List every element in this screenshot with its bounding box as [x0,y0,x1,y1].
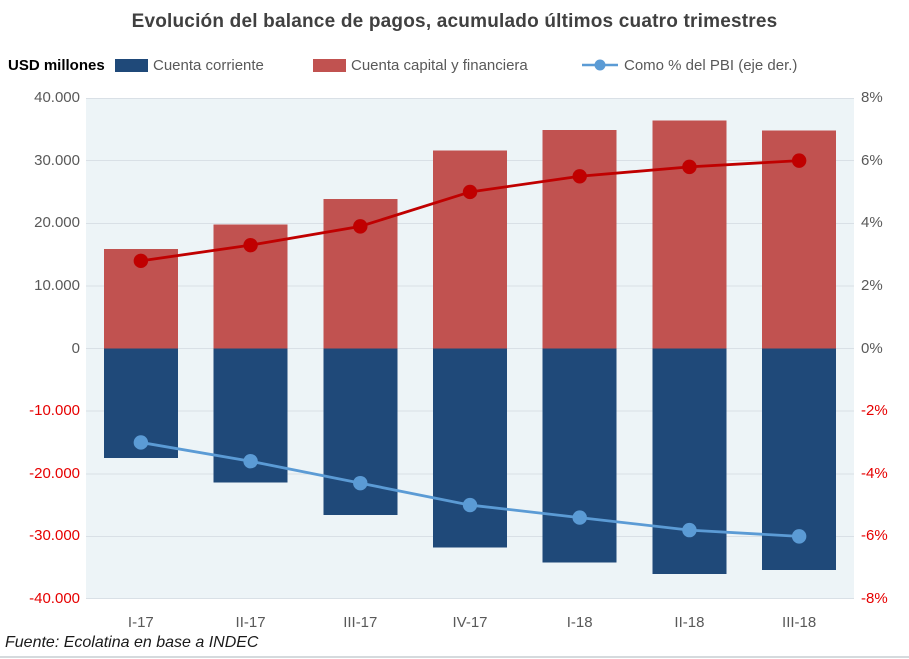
x-axis-category-label: I-17 [127,614,154,631]
chart-title: Evolución del balance de pagos, acumulad… [131,11,778,32]
cuenta-corriente-swatch-icon [115,58,148,72]
legend-label-cuenta-capital: Cuenta capital y financiera [351,56,528,74]
pbi-capital-marker-II-18 [682,159,697,175]
right-axis-tick-label: 8% [861,89,883,106]
x-axis-category-label: III-17 [343,614,378,631]
source-note: Fuente: Ecolatina en base a INDEC [5,634,259,651]
pbi-capital-marker-III-18 [791,153,807,168]
left-axis-tick-label: 40.000 [34,89,80,106]
right-axis-tick-label: -4% [861,464,888,482]
bar-cuenta-capital-IV-17 [433,150,507,349]
cuenta-capital-swatch-icon [313,58,346,72]
bar-cuenta-corriente-I-18 [542,348,617,563]
left-axis-tick-label: 20.000 [34,214,80,232]
legend-item-cuenta-corriente: Cuenta corriente [115,56,264,74]
pbi-capital-marker-I-18 [572,169,587,184]
right-axis-tick-label: 6% [861,151,883,169]
pbi-corriente-marker-III-17 [353,475,368,491]
pbi-corriente-marker-I-18 [572,510,587,525]
bar-cuenta-capital-I-18 [542,129,617,349]
right-axis-tick-label: 4% [861,214,883,232]
right-axis-tick-label: 0% [861,339,883,357]
plot-area [86,98,854,599]
pbi-capital-marker-II-17 [243,237,258,253]
bar-cuenta-capital-II-18 [652,120,727,349]
pbi-corriente-marker-IV-17 [462,497,478,513]
bottom-border [0,656,909,658]
legend-label-pbi: Como % del PBI (eje der.) [624,56,798,74]
pbi-capital-marker-IV-17 [462,184,478,200]
right-axis-tick-label: 2% [861,276,883,294]
x-axis-category-label: II-18 [674,614,705,631]
left-axis-tick-label: -30.000 [29,527,80,545]
bar-cuenta-corriente-II-18 [652,348,727,574]
legend-item-pbi-line: Como % del PBI (eje der.) [581,56,797,74]
pbi-corriente-marker-II-18 [682,522,697,538]
left-axis-tick-label: 30.000 [34,151,80,169]
legend-item-cuenta-capital: Cuenta capital y financiera [313,56,528,74]
right-axis-tick-label: -6% [861,527,888,545]
pbi-corriente-marker-II-17 [243,454,258,469]
left-axis-tick-label: -10.000 [29,402,80,420]
left-axis-tick-label: 0 [71,339,80,357]
pbi-capital-marker-III-17 [353,219,368,234]
x-axis-category-label: II-17 [235,614,266,631]
x-axis-category-label: III-18 [782,614,817,631]
pbi-corriente-marker-III-18 [791,529,807,544]
right-axis-tick-label: -2% [861,402,888,420]
left-axis-tick-label: -40.000 [29,590,80,607]
x-axis-category-label: I-18 [566,614,593,631]
legend-label-cuenta-corriente: Cuenta corriente [153,56,264,74]
pbi-corriente-marker-I-17 [133,435,149,450]
bar-cuenta-corriente-IV-17 [433,348,507,548]
right-axis-tick-label: -8% [861,590,888,607]
left-axis-tick-label: -20.000 [29,464,80,482]
pbi-line-marker-icon [582,59,618,71]
left-axis-tick-label: 10.000 [34,276,80,294]
units-label: USD millones [8,57,105,74]
pbi-capital-marker-I-17 [133,253,149,269]
x-axis-category-label: IV-17 [452,614,488,631]
